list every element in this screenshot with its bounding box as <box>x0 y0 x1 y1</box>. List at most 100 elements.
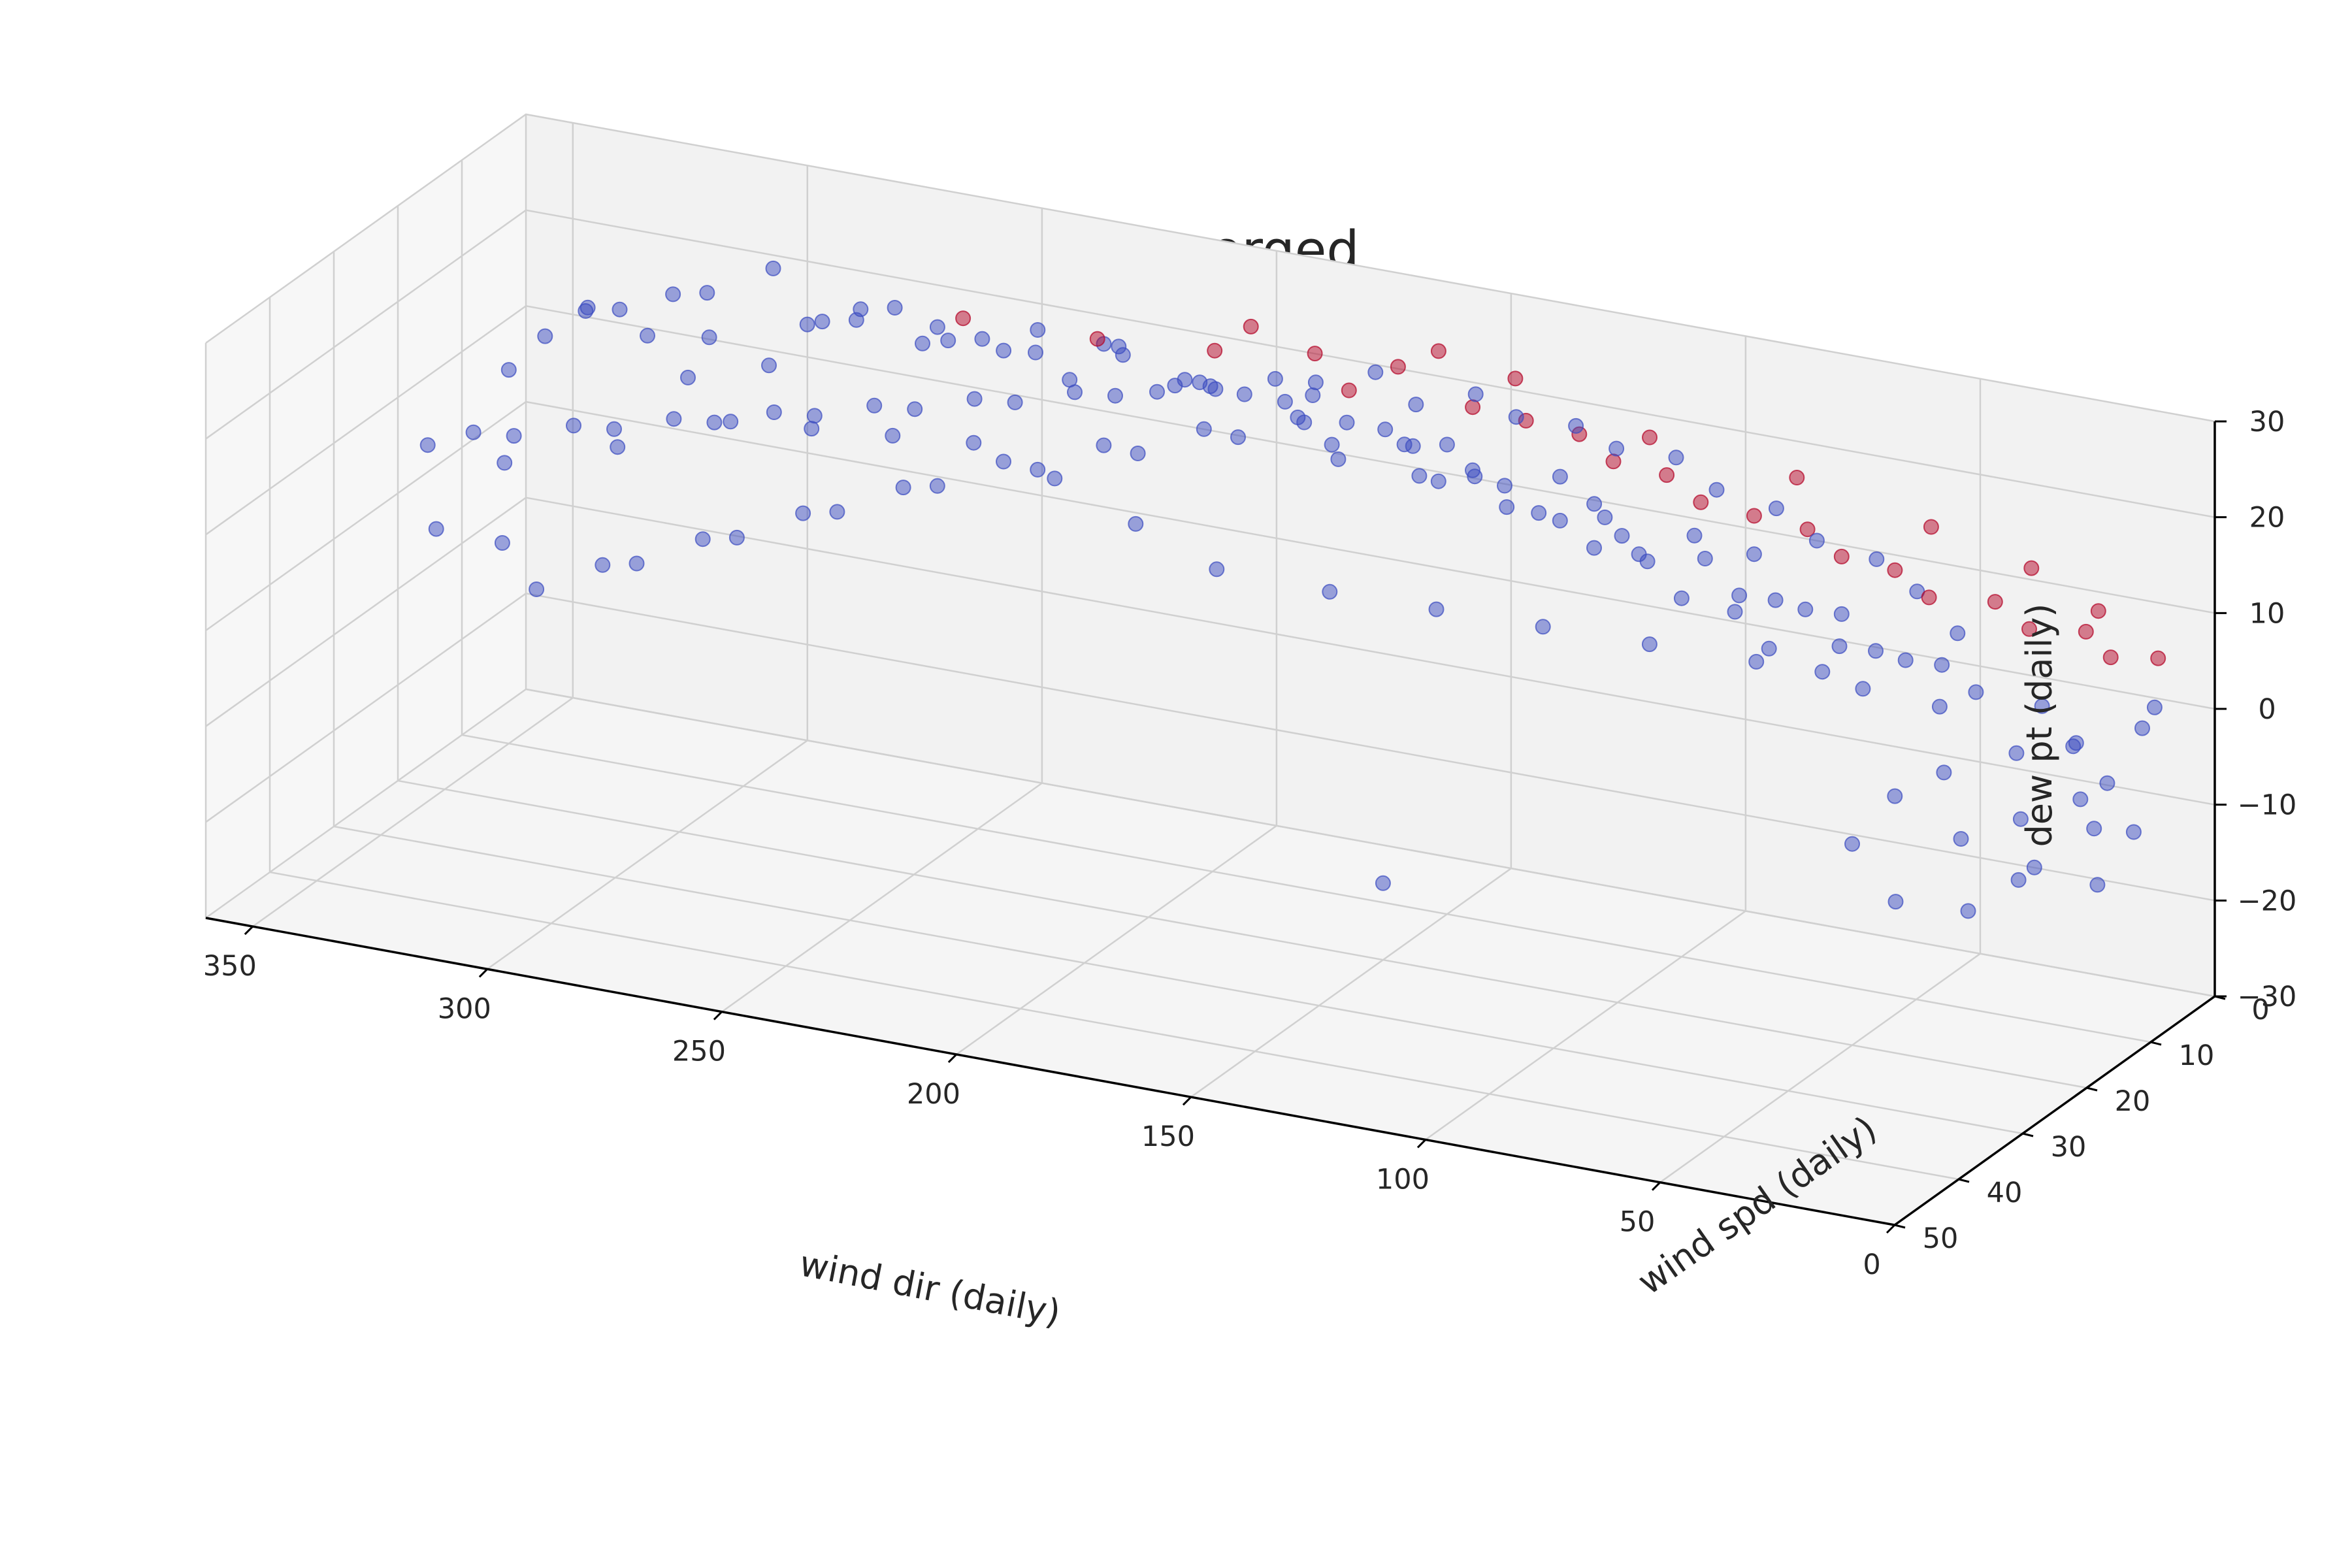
point-fog <box>1465 399 1481 416</box>
point-no-fog <box>1931 698 1948 715</box>
point-no-fog <box>699 285 715 301</box>
point-no-fog <box>895 480 911 496</box>
point-no-fog <box>1267 370 1283 387</box>
point-no-fog <box>1467 386 1484 402</box>
point-no-fog <box>701 329 717 346</box>
x-tick-mark <box>1651 1181 1661 1191</box>
z-tick-label: −10 <box>2238 789 2297 822</box>
x-tick-mark <box>947 1053 957 1063</box>
point-no-fog <box>2034 698 2050 714</box>
point-no-fog <box>494 535 510 551</box>
point-no-fog <box>929 478 945 494</box>
point-no-fog <box>1597 509 1613 525</box>
point-no-fog <box>537 328 553 344</box>
point-no-fog <box>723 414 739 430</box>
point-no-fog <box>761 357 777 374</box>
point-no-fog <box>966 434 982 451</box>
point-no-fog <box>465 424 482 440</box>
z-tick-label: −30 <box>2238 981 2297 1013</box>
point-no-fog <box>1855 681 1871 697</box>
point-no-fog <box>1030 322 1046 338</box>
axis-panes <box>206 114 2215 1225</box>
x-tick-mark <box>1416 1139 1427 1149</box>
point-no-fog <box>2012 811 2029 827</box>
x-tick-mark <box>1182 1096 1192 1106</box>
point-no-fog <box>940 333 956 349</box>
point-no-fog <box>1568 417 1584 434</box>
x-tick-label: 100 <box>1376 1163 1429 1196</box>
point-no-fog <box>1396 436 1413 453</box>
point-fog <box>1642 429 1658 446</box>
point-no-fog <box>1196 421 1212 437</box>
point-no-fog <box>1535 619 1551 635</box>
y-tick-label: 50 <box>1923 1222 1959 1255</box>
point-no-fog <box>996 453 1011 470</box>
point-no-fog <box>1808 532 1825 549</box>
point-fog <box>1799 521 1816 538</box>
point-fog <box>2102 649 2119 666</box>
x-tick-label: 50 <box>1620 1206 1656 1239</box>
point-no-fog <box>1960 903 1976 919</box>
point-no-fog <box>728 529 745 546</box>
point-fog <box>1430 343 1446 359</box>
point-no-fog <box>1411 468 1428 484</box>
point-no-fog <box>974 331 990 347</box>
point-no-fog <box>829 504 845 520</box>
point-no-fog <box>804 421 820 437</box>
point-no-fog <box>1708 482 1725 498</box>
point-no-fog <box>1430 473 1446 489</box>
point-no-fog <box>1339 414 1355 431</box>
y-tick-mark <box>1894 1224 1906 1229</box>
y-tick-mark <box>2150 1041 2162 1046</box>
point-no-fog <box>1209 561 1225 578</box>
point-no-fog <box>1968 684 1984 700</box>
point-no-fog <box>1814 664 1831 680</box>
z-tick-label: 30 <box>2249 406 2285 438</box>
point-no-fog <box>1609 440 1625 457</box>
point-no-fog <box>1322 583 1338 600</box>
point-no-fog <box>1499 499 1515 515</box>
point-no-fog <box>1324 436 1340 453</box>
point-no-fog <box>1731 587 1748 604</box>
point-no-fog <box>1290 409 1306 425</box>
gridline-z <box>205 497 2215 806</box>
point-no-fog <box>1408 397 1424 413</box>
gridline-z <box>205 304 2215 614</box>
point-fog <box>1693 494 1709 510</box>
point-no-fog <box>2134 720 2150 736</box>
point-no-fog <box>929 319 945 335</box>
point-no-fog <box>419 437 436 453</box>
point-no-fog <box>2099 775 2115 791</box>
point-fog <box>1507 370 1524 387</box>
x-tick-mark <box>244 925 253 936</box>
point-no-fog <box>1149 384 1165 400</box>
point-no-fog <box>1934 657 1950 673</box>
point-no-fog <box>795 505 811 521</box>
point-no-fog <box>1375 875 1391 891</box>
point-no-fog <box>1748 653 1765 670</box>
point-no-fog <box>1746 546 1762 563</box>
point-no-fog <box>765 260 781 276</box>
gridline-z <box>205 688 2215 998</box>
point-fog <box>1746 508 1762 524</box>
point-fog <box>1605 453 1622 470</box>
floor-pane <box>206 689 2215 1225</box>
point-no-fog <box>680 369 696 385</box>
point-no-fog <box>915 335 930 351</box>
point-no-fog <box>1508 409 1524 425</box>
z-tick-label: −20 <box>2238 885 2297 917</box>
point-no-fog <box>595 557 611 573</box>
point-no-fog <box>1727 604 1743 620</box>
x-tick-mark <box>1886 1224 1896 1234</box>
point-no-fog <box>885 427 901 444</box>
point-no-fog <box>1797 601 1814 617</box>
point-no-fog <box>1128 515 1144 532</box>
point-fog <box>1923 519 1939 535</box>
point-no-fog <box>2010 872 2027 888</box>
point-no-fog <box>694 531 711 547</box>
point-no-fog <box>853 301 869 318</box>
y-tick-label: 20 <box>2115 1085 2151 1118</box>
point-no-fog <box>907 401 923 417</box>
point-fog <box>1987 594 2003 610</box>
